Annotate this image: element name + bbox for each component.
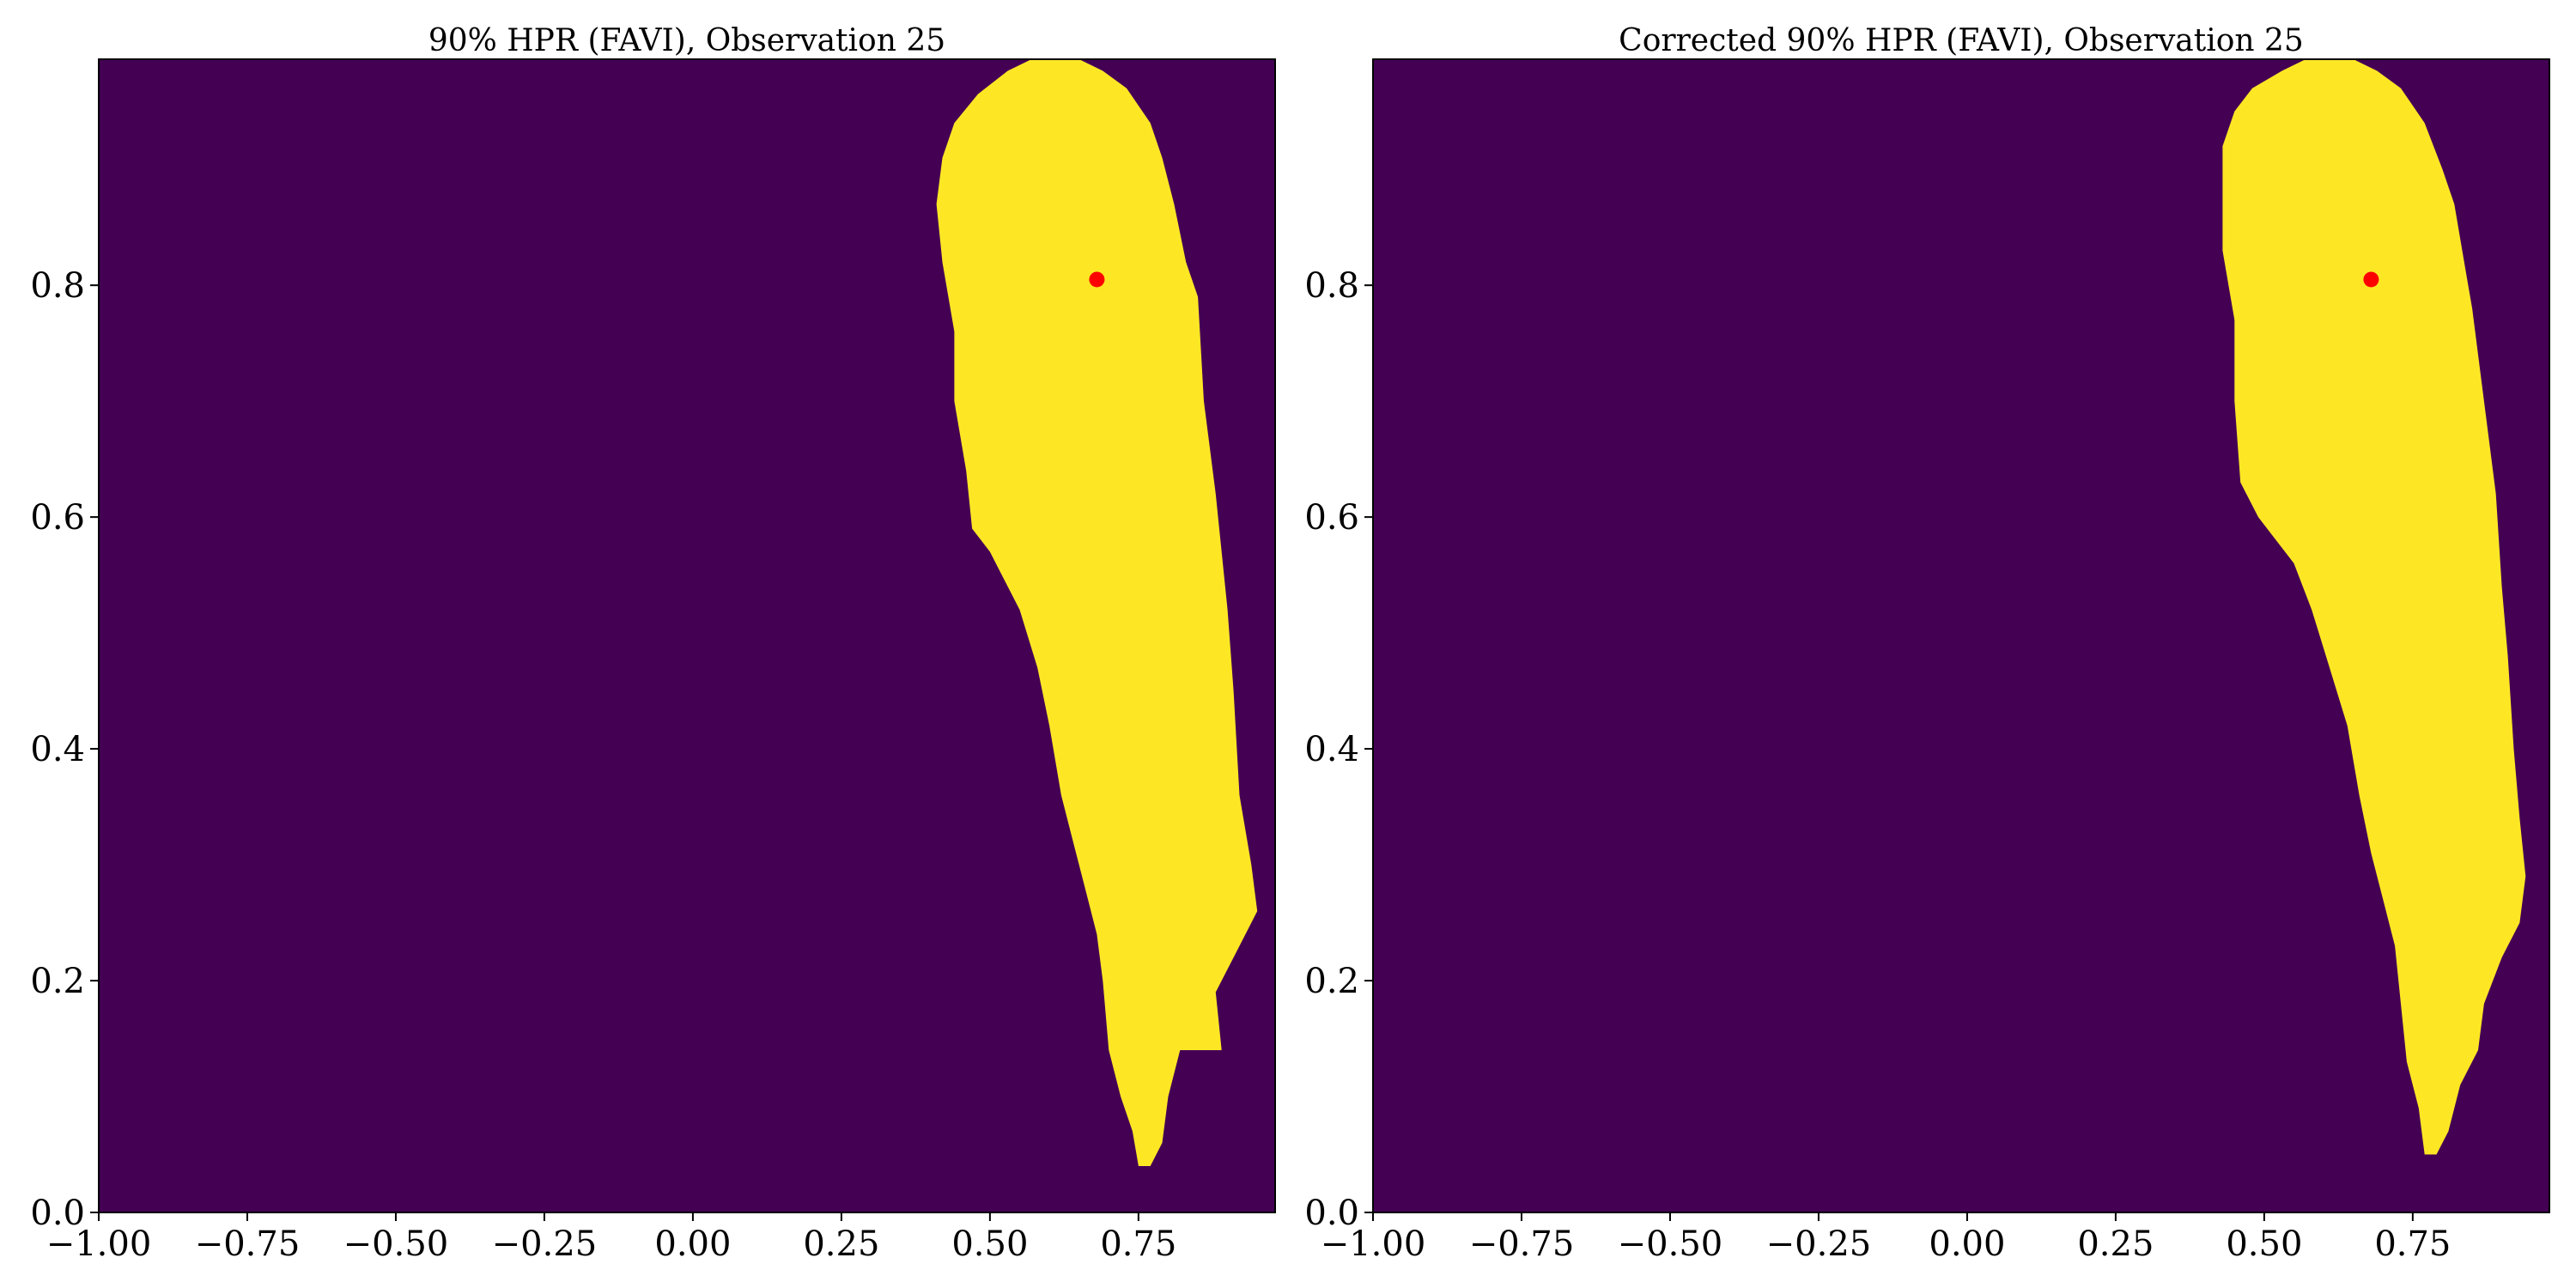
- chart-panel-2: Corrected 90% HPR (FAVI), Observation 25…: [1304, 23, 2550, 1264]
- x-tick-label: 0.50: [951, 1224, 1028, 1264]
- plot-frame: [98, 58, 1276, 1213]
- y-tick-label: 0.0: [30, 1194, 85, 1233]
- x-tick-label: −0.50: [343, 1224, 449, 1264]
- x-tick-label: −0.25: [492, 1224, 598, 1264]
- x-tick-label: 0.00: [654, 1224, 731, 1264]
- x-tick-label: −0.25: [1766, 1224, 1872, 1264]
- plot-frame: [1372, 58, 2550, 1213]
- x-tick-label: 0.75: [1100, 1224, 1176, 1264]
- x-tick-label: 0.75: [2374, 1224, 2451, 1264]
- x-tick-label: −0.75: [195, 1224, 301, 1264]
- chart-title: 90% HPR (FAVI), Observation 25: [428, 23, 945, 58]
- hpr-region: [2222, 59, 2526, 1155]
- y-tick-label: 0.4: [30, 730, 85, 769]
- chart-panel-1: 90% HPR (FAVI), Observation 25 −1.00 −0.75…: [30, 23, 1276, 1264]
- y-tick-label: 0.0: [1304, 1194, 1359, 1233]
- x-tick-label: −0.50: [1618, 1224, 1723, 1264]
- x-tick-label: 0.50: [2226, 1224, 2302, 1264]
- x-tick-label: −1.00: [1321, 1224, 1426, 1264]
- observation-point: [1089, 271, 1105, 288]
- y-tick-label: 0.6: [30, 498, 85, 538]
- chart-title: Corrected 90% HPR (FAVI), Observation 25: [1619, 23, 2304, 58]
- y-tick-label: 0.8: [30, 266, 85, 306]
- observation-point: [2363, 271, 2379, 288]
- y-tick-label: 0.4: [1304, 730, 1359, 769]
- x-tick-label: 0.25: [2077, 1224, 2154, 1264]
- x-tick-label: −0.75: [1469, 1224, 1575, 1264]
- y-tick-label: 0.8: [1304, 266, 1359, 306]
- y-tick-label: 0.2: [1304, 962, 1359, 1001]
- y-tick-label: 0.6: [1304, 498, 1359, 538]
- hpr-region: [936, 59, 1258, 1166]
- x-tick-label: −1.00: [46, 1224, 152, 1264]
- y-tick-label: 0.2: [30, 962, 85, 1001]
- x-tick-label: 0.25: [803, 1224, 879, 1264]
- x-tick-label: 0.00: [1929, 1224, 2005, 1264]
